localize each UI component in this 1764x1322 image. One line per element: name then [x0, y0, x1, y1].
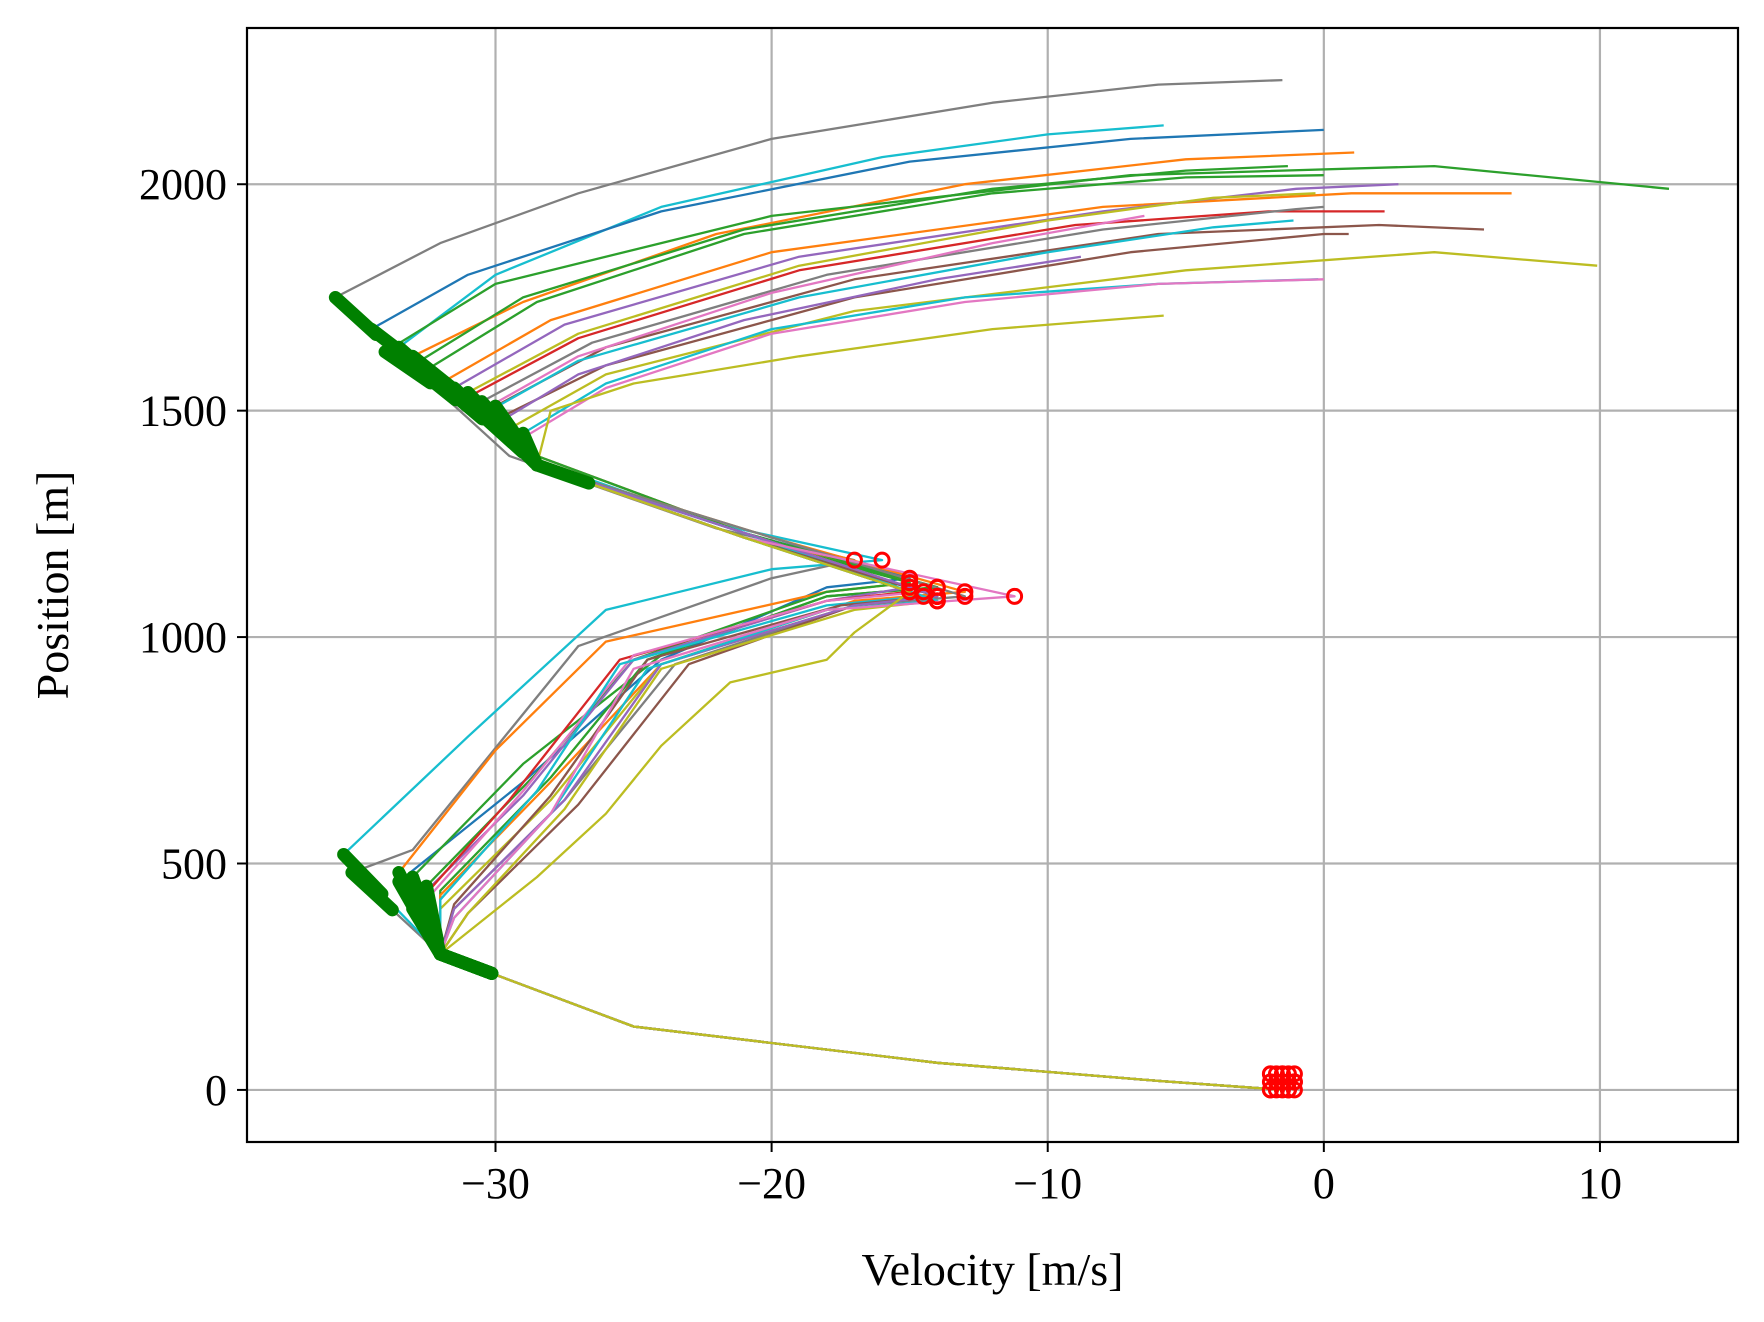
thick-segments-layer [328, 290, 596, 980]
y-tick-label: 1500 [139, 387, 227, 436]
open-marker [1006, 587, 1024, 605]
open-marker [1261, 1065, 1279, 1083]
plot-frame [245, 26, 1740, 1144]
open-marker [1285, 1073, 1303, 1091]
y-tick-label: 1000 [139, 613, 227, 662]
open-marker [901, 583, 919, 601]
series-layer [334, 78, 1670, 1092]
x-tick-label: −30 [461, 1159, 530, 1208]
x-tick-label: −10 [1013, 1159, 1082, 1208]
thick-segment [419, 893, 447, 960]
open-marker [1285, 1065, 1303, 1083]
open-marker [956, 587, 974, 605]
y-tick-label: 500 [161, 840, 227, 889]
open-marker [928, 592, 946, 610]
y-tick-label: 0 [205, 1066, 227, 1115]
open-marker [1273, 1065, 1291, 1083]
thick-segment [433, 947, 499, 980]
x-tick-label: 10 [1578, 1159, 1622, 1208]
open-marker [845, 551, 863, 569]
x-tick-label: −20 [737, 1159, 806, 1208]
open-marker [873, 551, 891, 569]
y-tick-label: 2000 [139, 160, 227, 209]
open-markers-layer [845, 551, 1303, 1099]
ticks: −30 −20 −10 0 10 0 500 1000 1500 2000 [139, 160, 1622, 1208]
thick-segment [337, 847, 389, 901]
x-axis-label: Velocity [m/s] [862, 1244, 1124, 1295]
y-axis-label: Position [m] [27, 471, 78, 700]
open-marker [1267, 1065, 1285, 1083]
thick-segment [530, 458, 596, 490]
x-tick-label: 0 [1313, 1159, 1335, 1208]
series-line [439, 314, 1283, 1092]
